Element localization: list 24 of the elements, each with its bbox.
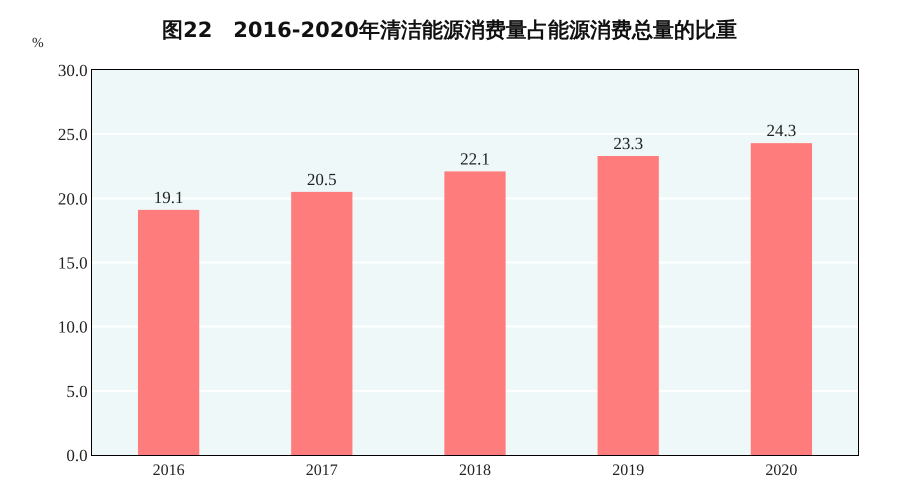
x-tick-label: 2018 — [459, 462, 491, 480]
x-tick-label: 2016 — [152, 462, 185, 480]
bar — [138, 210, 200, 455]
y-tick-label: 20.0 — [58, 189, 88, 208]
bar — [750, 143, 812, 455]
bar — [598, 156, 659, 455]
x-tick-label: 2020 — [765, 462, 798, 480]
y-tick-label: 10.0 — [58, 318, 88, 337]
bar — [291, 192, 352, 455]
y-tick-label: 5.0 — [66, 382, 88, 401]
bar — [444, 171, 506, 455]
y-tick-label: 0.0 — [66, 446, 88, 465]
data-label: 19.1 — [154, 188, 184, 207]
y-tick-label: 30.0 — [58, 60, 88, 80]
y-tick-label: 15.0 — [58, 253, 88, 272]
data-label: 20.5 — [306, 170, 337, 189]
data-label: 22.1 — [460, 149, 490, 168]
x-tick-label: 2017 — [306, 462, 338, 480]
data-label: 23.3 — [613, 134, 644, 153]
data-label: 24.3 — [766, 121, 796, 140]
y-tick-label: 25.0 — [58, 125, 88, 144]
x-tick-label: 2019 — [612, 462, 644, 480]
chart-title: 图22 2016-2020年清洁能源消费量占能源消费总量的比重 — [162, 18, 737, 42]
y-axis-title: % — [32, 36, 44, 51]
